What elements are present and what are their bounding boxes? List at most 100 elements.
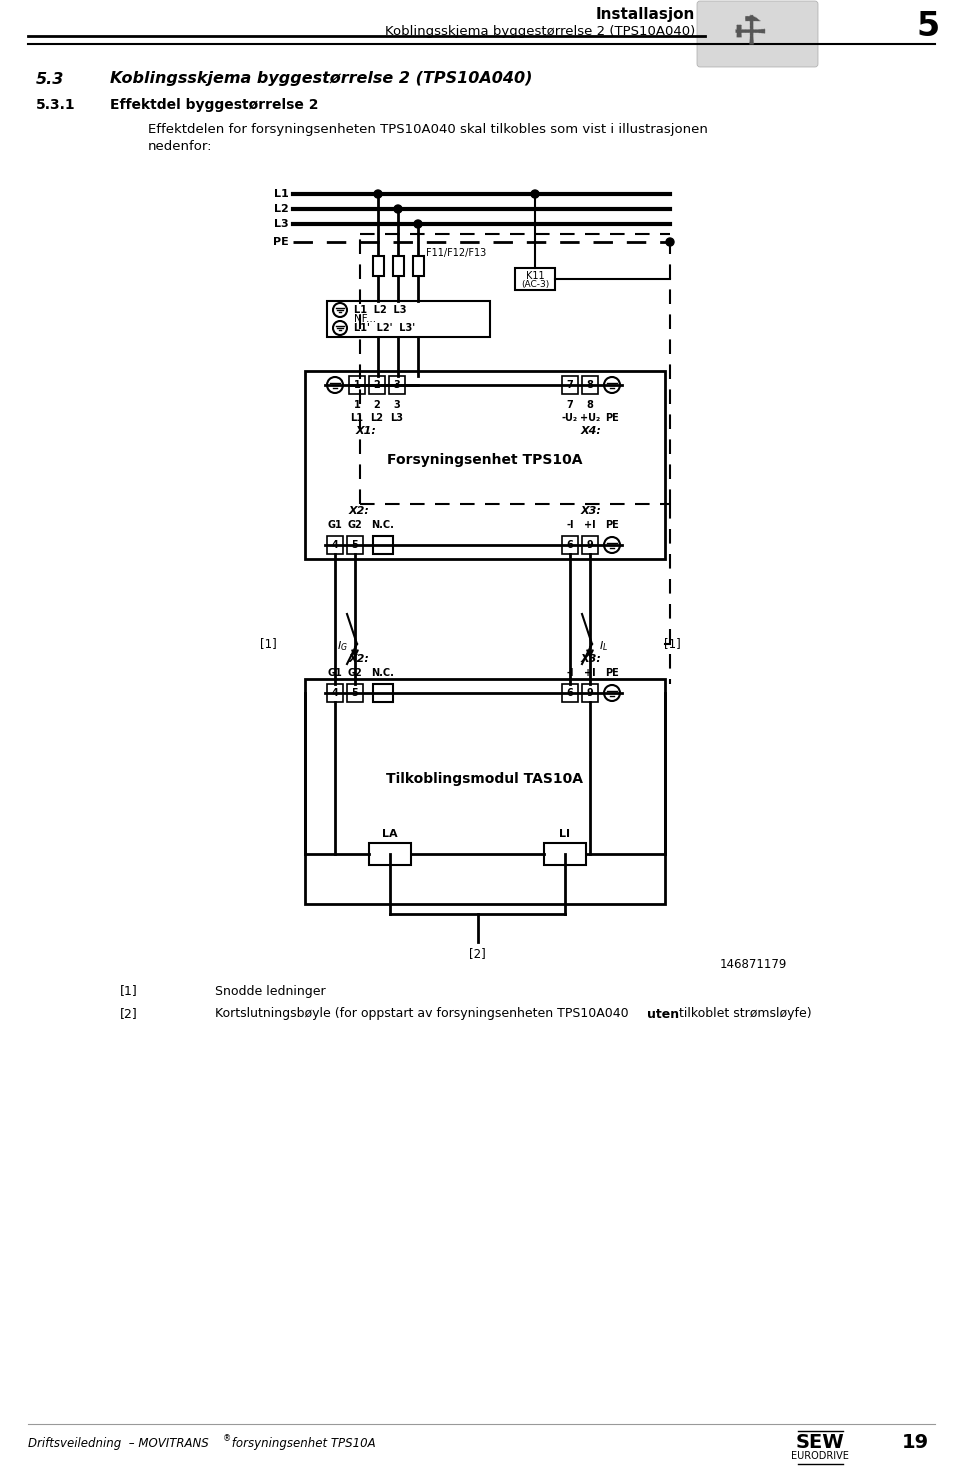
Circle shape	[414, 220, 422, 228]
Text: PE: PE	[274, 237, 289, 247]
Bar	[582, 535, 598, 555]
Text: [1]: [1]	[120, 985, 137, 997]
Text: (AC-3): (AC-3)	[521, 280, 549, 288]
Text: X2:: X2:	[348, 506, 370, 516]
Bar	[369, 843, 411, 865]
Text: X4:: X4:	[581, 426, 601, 436]
Text: X3:: X3:	[581, 506, 601, 516]
Bar	[305, 371, 665, 559]
Text: L1: L1	[275, 189, 289, 200]
Bar	[372, 256, 383, 277]
Text: LA: LA	[382, 830, 397, 839]
Text: Driftsveiledning  – MOVITRANS: Driftsveiledning – MOVITRANS	[28, 1438, 208, 1451]
Text: 5: 5	[917, 9, 940, 43]
Circle shape	[604, 685, 620, 701]
Text: -I: -I	[566, 521, 574, 529]
Text: Koblingsskjema byggestørrelse 2 (TPS10A040): Koblingsskjema byggestørrelse 2 (TPS10A0…	[385, 25, 695, 37]
Text: Installasjon: Installasjon	[595, 6, 695, 22]
Text: G1: G1	[327, 521, 343, 529]
Text: ⚒: ⚒	[729, 7, 776, 55]
Bar	[327, 683, 343, 703]
Text: 6: 6	[566, 540, 573, 550]
Text: 8: 8	[587, 399, 593, 410]
Bar	[327, 535, 343, 555]
Text: LI: LI	[560, 830, 570, 839]
Text: Forsyningsenhet TPS10A: Forsyningsenhet TPS10A	[387, 453, 583, 467]
Text: Kortslutningsbøyle (for oppstart av forsyningsenheten TPS10A040: Kortslutningsbøyle (for oppstart av fors…	[215, 1007, 633, 1021]
Bar	[373, 683, 393, 703]
Text: 5: 5	[351, 540, 358, 550]
Text: 2: 2	[373, 399, 380, 410]
Bar	[562, 535, 578, 555]
Text: 9: 9	[587, 540, 593, 550]
Text: NF...: NF...	[354, 314, 376, 324]
Bar	[389, 376, 405, 393]
Text: nedenfor:: nedenfor:	[148, 139, 212, 152]
Text: 5: 5	[351, 688, 358, 698]
Text: SEW: SEW	[796, 1433, 845, 1451]
Text: I$_G$: I$_G$	[338, 639, 348, 652]
Text: L1: L1	[350, 413, 364, 423]
Text: +I: +I	[585, 669, 596, 677]
Text: [1]: [1]	[663, 637, 681, 651]
Bar	[515, 268, 555, 290]
Text: L3: L3	[391, 413, 403, 423]
Text: L2: L2	[371, 413, 383, 423]
Text: 3: 3	[394, 399, 400, 410]
Text: N.C.: N.C.	[372, 669, 395, 677]
Text: [2]: [2]	[469, 948, 486, 960]
Text: -I: -I	[566, 669, 574, 677]
Bar	[347, 535, 363, 555]
Bar	[582, 683, 598, 703]
Text: Tilkoblingsmodul TAS10A: Tilkoblingsmodul TAS10A	[387, 772, 584, 785]
Text: 3: 3	[394, 380, 400, 390]
Text: forsyningsenhet TPS10A: forsyningsenhet TPS10A	[228, 1438, 375, 1451]
Text: I$_L$: I$_L$	[599, 639, 609, 652]
Circle shape	[531, 189, 539, 198]
Text: [1]: [1]	[259, 637, 276, 651]
Text: +U₂: +U₂	[580, 413, 600, 423]
Bar	[349, 376, 365, 393]
Text: uten: uten	[647, 1007, 679, 1021]
Text: X2:: X2:	[348, 654, 370, 664]
Text: 8: 8	[587, 380, 593, 390]
Text: 19: 19	[901, 1433, 928, 1451]
Text: G1: G1	[327, 669, 343, 677]
Bar	[393, 256, 403, 277]
Circle shape	[604, 537, 620, 553]
Text: 2: 2	[373, 380, 380, 390]
Text: 146871179: 146871179	[720, 957, 787, 970]
Circle shape	[394, 206, 402, 213]
Bar	[327, 302, 490, 337]
Text: G2: G2	[348, 521, 362, 529]
Text: [2]: [2]	[120, 1007, 137, 1021]
Text: 9: 9	[587, 688, 593, 698]
Bar	[562, 376, 578, 393]
Text: 5.3.1: 5.3.1	[36, 98, 76, 112]
Text: EURODRIVE: EURODRIVE	[791, 1451, 849, 1461]
Text: +I: +I	[585, 521, 596, 529]
Bar	[373, 535, 393, 555]
Text: L3: L3	[275, 219, 289, 229]
Bar	[305, 679, 665, 904]
Circle shape	[374, 189, 382, 198]
Text: F11/F12/F13: F11/F12/F13	[426, 248, 487, 257]
Circle shape	[333, 321, 347, 336]
Bar	[347, 683, 363, 703]
Text: K11: K11	[526, 271, 544, 281]
Bar	[582, 376, 598, 393]
Text: PE: PE	[605, 669, 619, 677]
Text: X3:: X3:	[581, 654, 601, 664]
FancyBboxPatch shape	[697, 1, 818, 67]
Text: L1  L2  L3: L1 L2 L3	[354, 305, 406, 315]
Text: Effektdelen for forsyningsenheten TPS10A040 skal tilkobles som vist i illustrasj: Effektdelen for forsyningsenheten TPS10A…	[148, 123, 708, 136]
Text: PE: PE	[605, 413, 619, 423]
Bar	[413, 256, 423, 277]
Text: 4: 4	[331, 540, 338, 550]
Circle shape	[666, 238, 674, 246]
Text: L2: L2	[275, 204, 289, 214]
Bar	[544, 843, 586, 865]
Text: L1'  L2'  L3': L1' L2' L3'	[354, 322, 415, 333]
Text: Snodde ledninger: Snodde ledninger	[215, 985, 325, 997]
Text: tilkoblet strømsløyfe): tilkoblet strømsløyfe)	[675, 1007, 811, 1021]
